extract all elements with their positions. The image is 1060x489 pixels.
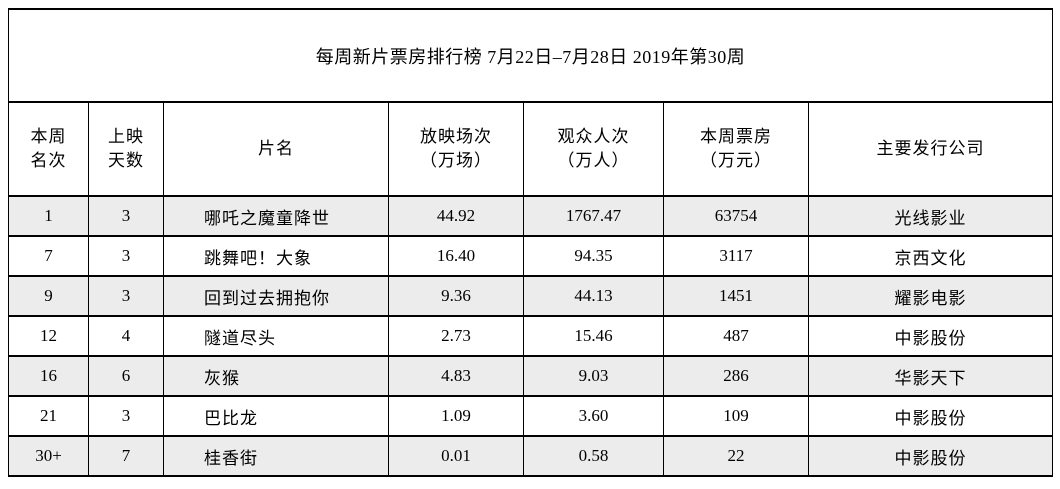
column-header-line: （万人） — [557, 151, 630, 170]
cell-screenings: 9.36 — [388, 275, 524, 317]
cell-rank: 12 — [8, 315, 89, 357]
cell-box-office: 286 — [663, 355, 809, 397]
column-header-line: 片名 — [258, 139, 294, 158]
cell-rank: 30+ — [8, 435, 89, 477]
cell-film-title: 桂香街 — [163, 435, 389, 477]
table-row: 12 4 隧道尽头 2.73 15.46 487 中影股份 — [8, 315, 1053, 357]
cell-distributor: 京西文化 — [808, 235, 1053, 277]
cell-screenings: 44.92 — [388, 195, 524, 237]
column-header-line: （万元） — [700, 151, 772, 170]
cell-distributor: 中影股份 — [808, 435, 1053, 477]
cell-admissions: 94.35 — [523, 235, 664, 277]
table-title: 每周新片票房排行榜 7月22日–7月28日 2019年第30周 — [8, 8, 1053, 103]
column-header-line: 天数 — [108, 151, 144, 170]
cell-distributor: 华影天下 — [808, 355, 1053, 397]
table-row: 30+ 7 桂香街 0.01 0.58 22 中影股份 — [8, 435, 1053, 477]
cell-days: 3 — [88, 195, 164, 237]
table-row: 1 3 哪吒之魔童降世 44.92 1767.47 63754 光线影业 — [8, 195, 1053, 237]
cell-screenings: 0.01 — [388, 435, 524, 477]
cell-days: 3 — [88, 395, 164, 437]
cell-film-title: 跳舞吧！大象 — [163, 235, 389, 277]
column-header-screenings: 放映场次 （万场） — [388, 101, 524, 197]
column-header-admissions: 观众人次 （万人） — [523, 101, 664, 197]
table-row: 7 3 跳舞吧！大象 16.40 94.35 3117 京西文化 — [8, 235, 1053, 277]
column-header-days: 上映 天数 — [88, 101, 164, 197]
column-header-box-office: 本周票房 （万元） — [663, 101, 809, 197]
column-header-line: 名次 — [30, 151, 67, 170]
column-header-row: 本周 名次 上映 天数 片名 放映场次 （万场） 观众人次 （万人） — [8, 101, 1053, 197]
cell-admissions: 1767.47 — [523, 195, 664, 237]
column-header-line: 放映场次 — [420, 127, 492, 146]
cell-box-office: 109 — [663, 395, 809, 437]
cell-days: 4 — [88, 315, 164, 357]
column-header-line: 本周 — [30, 127, 67, 146]
cell-box-office: 1451 — [663, 275, 809, 317]
cell-rank: 16 — [8, 355, 89, 397]
cell-film-title: 回到过去拥抱你 — [163, 275, 389, 317]
column-header-line: 本周票房 — [700, 127, 772, 146]
cell-rank: 9 — [8, 275, 89, 317]
cell-screenings: 16.40 — [388, 235, 524, 277]
column-header-line: （万场） — [420, 151, 492, 170]
cell-film-title: 灰猴 — [163, 355, 389, 397]
cell-days: 3 — [88, 275, 164, 317]
column-header-line: 主要发行公司 — [876, 139, 985, 158]
cell-admissions: 9.03 — [523, 355, 664, 397]
column-header-distributor: 主要发行公司 — [808, 101, 1053, 197]
cell-days: 3 — [88, 235, 164, 277]
cell-admissions: 3.60 — [523, 395, 664, 437]
cell-rank: 7 — [8, 235, 89, 277]
cell-box-office: 487 — [663, 315, 809, 357]
cell-distributor: 中影股份 — [808, 315, 1053, 357]
cell-admissions: 0.58 — [523, 435, 664, 477]
column-header-film: 片名 — [163, 101, 389, 197]
title-row: 每周新片票房排行榜 7月22日–7月28日 2019年第30周 — [8, 8, 1053, 103]
cell-film-title: 巴比龙 — [163, 395, 389, 437]
table-row: 9 3 回到过去拥抱你 9.36 44.13 1451 耀影电影 — [8, 275, 1053, 317]
column-header-rank: 本周 名次 — [8, 101, 89, 197]
cell-distributor: 耀影电影 — [808, 275, 1053, 317]
cell-film-title: 隧道尽头 — [163, 315, 389, 357]
cell-box-office: 3117 — [663, 235, 809, 277]
box-office-table: 每周新片票房排行榜 7月22日–7月28日 2019年第30周 本周 名次 上映… — [8, 8, 1053, 477]
table-row: 21 3 巴比龙 1.09 3.60 109 中影股份 — [8, 395, 1053, 437]
cell-days: 7 — [88, 435, 164, 477]
cell-box-office: 22 — [663, 435, 809, 477]
cell-film-title: 哪吒之魔童降世 — [163, 195, 389, 237]
table-row: 16 6 灰猴 4.83 9.03 286 华影天下 — [8, 355, 1053, 397]
cell-admissions: 15.46 — [523, 315, 664, 357]
cell-admissions: 44.13 — [523, 275, 664, 317]
cell-distributor: 中影股份 — [808, 395, 1053, 437]
cell-rank: 1 — [8, 195, 89, 237]
cell-box-office: 63754 — [663, 195, 809, 237]
cell-screenings: 1.09 — [388, 395, 524, 437]
cell-screenings: 4.83 — [388, 355, 524, 397]
column-header-line: 观众人次 — [557, 127, 630, 146]
column-header-line: 上映 — [108, 127, 144, 146]
cell-screenings: 2.73 — [388, 315, 524, 357]
cell-days: 6 — [88, 355, 164, 397]
cell-rank: 21 — [8, 395, 89, 437]
cell-distributor: 光线影业 — [808, 195, 1053, 237]
